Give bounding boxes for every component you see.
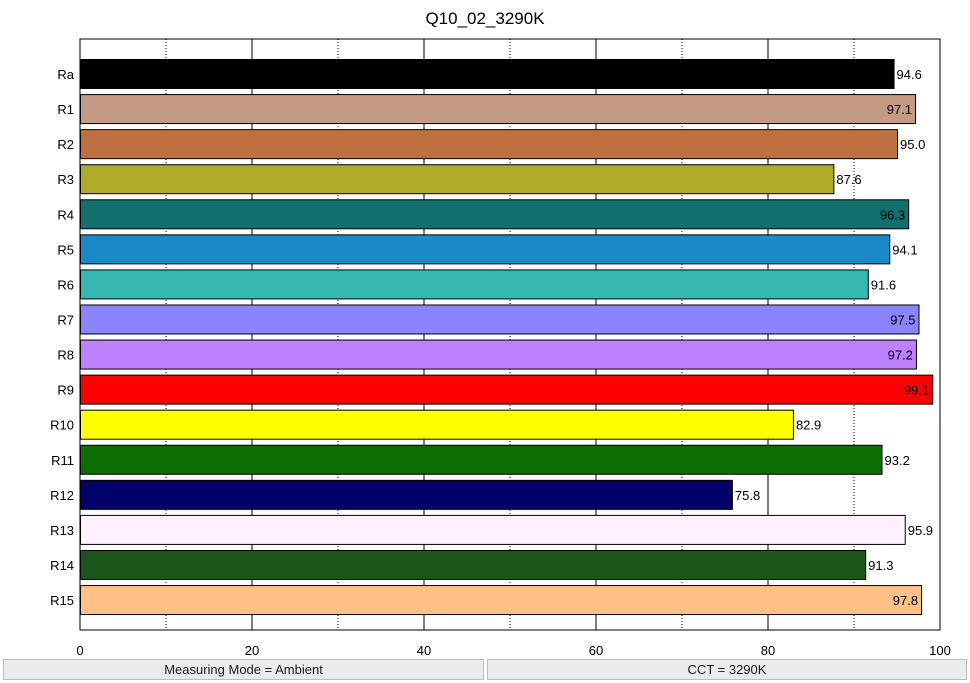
value-label-r11: 93.2 xyxy=(885,453,910,468)
value-label-r5: 94.1 xyxy=(892,242,917,257)
bar-ra xyxy=(80,59,895,89)
category-label-r8: R8 xyxy=(57,348,74,363)
bars: 94.6 97.1 95.0 87.6 96.3 94.1 91.6 97.5 97.2 99.1… xyxy=(80,59,934,616)
value-label-r7: 97.5 xyxy=(890,312,915,327)
plot-frame xyxy=(79,38,941,631)
value-label-r12: 75.8 xyxy=(735,488,760,503)
value-label-r2: 95.0 xyxy=(900,137,925,152)
bar-r5 xyxy=(80,234,891,265)
x-tick-label-0: 0 xyxy=(76,643,83,658)
bar-r11 xyxy=(80,444,883,475)
x-tick-label-5: 100 xyxy=(929,643,951,658)
value-label-r14: 91.3 xyxy=(868,558,893,573)
category-label-r14: R14 xyxy=(50,558,74,573)
chart-title: Q10_02_3290K xyxy=(425,9,545,28)
bar-r4 xyxy=(80,199,910,230)
category-label-r3: R3 xyxy=(57,172,74,187)
value-label-r3: 87.6 xyxy=(836,172,861,187)
value-label-r4: 96.3 xyxy=(880,207,905,222)
cri-bar-chart: Q10_02_3290K 94.6 97.1 95.0 87.6 96.3 94.1 91.… xyxy=(50,9,951,658)
bar-r3 xyxy=(80,164,835,195)
measuring-mode-label: Measuring Mode = Ambient xyxy=(3,659,484,680)
status-bar: Measuring Mode = Ambient CCT = 3290K xyxy=(0,658,970,683)
category-label-r15: R15 xyxy=(50,593,74,608)
category-label-r7: R7 xyxy=(57,312,74,327)
x-axis-ticks: 0 20 40 60 80 100 xyxy=(76,643,950,658)
bar-r7 xyxy=(80,304,920,335)
value-label-r10: 82.9 xyxy=(796,418,821,433)
value-label-r1: 97.1 xyxy=(887,102,912,117)
category-label-r11: R11 xyxy=(51,453,74,468)
bar-r9 xyxy=(80,374,934,405)
category-label-ra: Ra xyxy=(57,67,74,82)
category-label-r4: R4 xyxy=(57,207,74,222)
category-label-r2: R2 xyxy=(57,137,74,152)
bar-r15 xyxy=(80,585,923,616)
category-label-r10: R10 xyxy=(50,418,74,433)
bar-r6 xyxy=(80,269,869,300)
category-labels: Ra R1 R2 R3 R4 R5 R6 R7 R8 R9 R10 R11 R12 R13 R14 R15 xyxy=(50,67,75,608)
x-tick-label-1: 20 xyxy=(245,643,259,658)
value-label-r15: 97.8 xyxy=(893,593,918,608)
x-tick-label-4: 80 xyxy=(761,643,775,658)
category-label-r12: R12 xyxy=(50,488,74,503)
x-tick-label-3: 60 xyxy=(589,643,603,658)
bar-r10 xyxy=(80,409,794,440)
cct-label: CCT = 3290K xyxy=(487,659,967,680)
x-tick-label-2: 40 xyxy=(417,643,431,658)
bar-r2 xyxy=(80,129,898,160)
value-label-ra: 94.6 xyxy=(897,67,922,82)
category-label-r5: R5 xyxy=(57,242,74,257)
category-label-r13: R13 xyxy=(50,523,74,538)
value-label-r6: 91.6 xyxy=(871,277,896,292)
value-label-r9: 99.1 xyxy=(904,383,929,398)
bar-r1 xyxy=(80,94,917,125)
bar-r8 xyxy=(80,339,917,370)
value-label-r8: 97.2 xyxy=(888,348,913,363)
bar-r14 xyxy=(80,549,867,580)
category-label-r6: R6 xyxy=(57,277,74,292)
category-label-r1: R1 xyxy=(57,102,74,117)
bar-r12 xyxy=(80,479,733,510)
bar-r13 xyxy=(80,514,906,545)
category-label-r9: R9 xyxy=(57,383,74,398)
value-label-r13: 95.9 xyxy=(908,523,933,538)
